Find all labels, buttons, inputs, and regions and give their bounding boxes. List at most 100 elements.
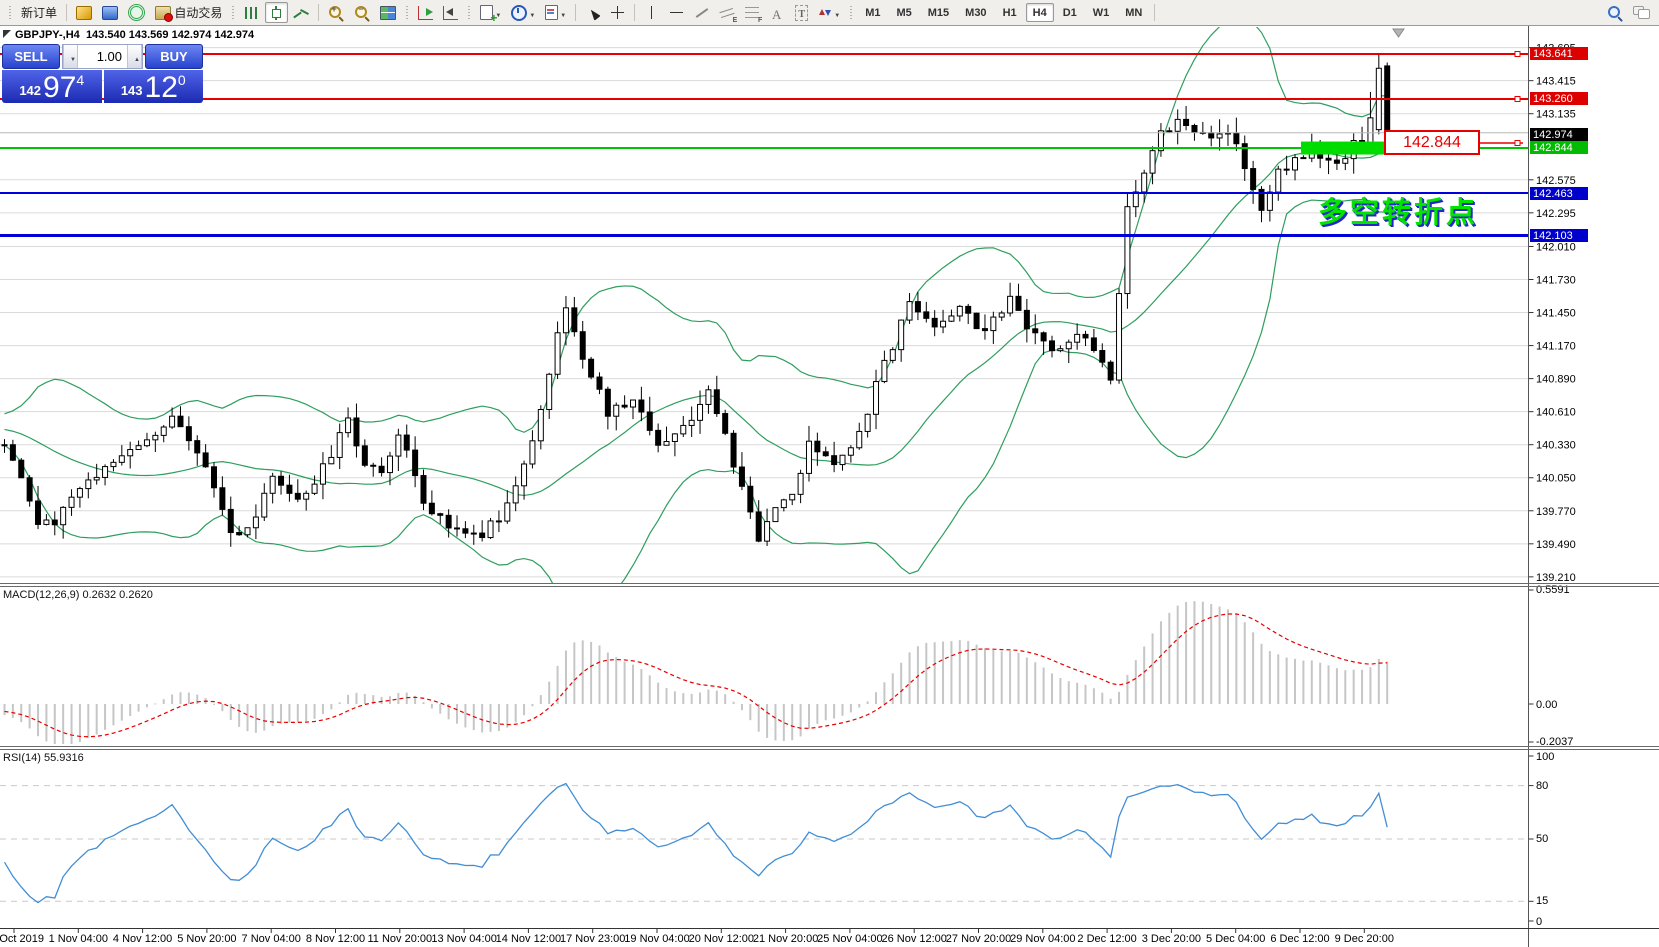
price-tag-resistance-1: 143.641 — [1530, 47, 1588, 60]
new-order-button[interactable]: 新订单 — [17, 2, 61, 23]
timeframe-m15-button[interactable]: M15 — [921, 3, 956, 22]
bb-upper-band — [4, 27, 1388, 433]
toolbar-separator — [575, 4, 577, 21]
time-axis-label: 29 Nov 04:00 — [1010, 933, 1075, 945]
timeframe-mn-button[interactable]: MN — [1118, 3, 1149, 22]
arrows-button[interactable] — [815, 2, 844, 23]
bb-lower-band — [4, 198, 1388, 584]
toolbar-grip — [8, 4, 12, 21]
chart-shift-marker — [1392, 28, 1405, 38]
autoscroll-button[interactable] — [414, 2, 437, 23]
macd-indicator — [3, 601, 1389, 744]
svg-text:100: 100 — [1536, 751, 1554, 763]
candles — [1, 54, 1391, 547]
toolbar-grip — [849, 4, 854, 21]
one-click-collapse-arrow[interactable] — [3, 30, 11, 38]
line-chart-button[interactable] — [290, 2, 313, 23]
rsi-indicator — [0, 782, 1528, 904]
chart-shift-button[interactable] — [439, 2, 462, 23]
timeframe-m1-button[interactable]: M1 — [858, 3, 887, 22]
bollinger-bands — [4, 27, 1388, 584]
svg-text:139.490: 139.490 — [1536, 539, 1576, 551]
time-axis: 30 Oct 2019 1 Nov 04:00 4 Nov 12:00 5 Nov 2… — [0, 928, 1394, 945]
price-tag-resistance-2: 143.260 — [1530, 92, 1588, 105]
cursor-button[interactable] — [581, 2, 604, 23]
svg-text:141.450: 141.450 — [1536, 308, 1576, 320]
bid-price[interactable]: 142 97 4 — [2, 70, 102, 103]
terminal-button[interactable] — [98, 2, 122, 23]
horizontal-line-button[interactable] — [665, 2, 688, 23]
level-lines — [0, 28, 1528, 237]
timeframe-w1-button[interactable]: W1 — [1086, 3, 1117, 22]
signal-icon — [128, 4, 146, 21]
time-axis-label: 19 Nov 04:00 — [624, 933, 689, 945]
time-axis-label: 4 Nov 12:00 — [113, 933, 172, 945]
time-axis-label: 26 Nov 12:00 — [881, 933, 946, 945]
price-tag-current-price: 142.974 — [1530, 128, 1588, 141]
tile-windows-button[interactable] — [376, 2, 400, 23]
buy-button[interactable]: BUY — [145, 44, 203, 69]
trendline-button[interactable] — [690, 2, 713, 23]
crosshair-button[interactable] — [606, 2, 629, 23]
channel-icon — [718, 5, 735, 21]
sell-button[interactable]: SELL — [2, 44, 60, 69]
text-button[interactable] — [765, 2, 788, 23]
toolbar-separator — [634, 4, 636, 21]
text-label-button[interactable] — [790, 2, 813, 23]
chat-bubbles-icon — [1633, 6, 1650, 19]
time-axis-label: 1 Nov 04:00 — [49, 933, 108, 945]
history-center-button[interactable] — [72, 2, 96, 23]
arrows-icon — [819, 6, 832, 19]
toolbar-grip — [467, 4, 472, 21]
monitor-icon — [102, 5, 119, 20]
svg-text:142.295: 142.295 — [1536, 208, 1576, 220]
time-axis-label: 6 Dec 12:00 — [1270, 933, 1329, 945]
vertical-line-button[interactable] — [640, 2, 663, 23]
volume-input[interactable] — [78, 45, 127, 68]
svg-text:50: 50 — [1536, 833, 1548, 845]
zoom-in-button[interactable] — [324, 2, 348, 23]
volume-control — [62, 44, 143, 69]
templates-button[interactable] — [541, 2, 570, 23]
turning-point-annotation: 多空转折点 — [1318, 197, 1479, 229]
fibonacci-button[interactable] — [740, 2, 763, 24]
ask-price[interactable]: 143 12 0 — [103, 70, 203, 103]
indicators-button[interactable] — [476, 2, 505, 25]
timeframe-h1-button[interactable]: H1 — [996, 3, 1024, 22]
search-button[interactable] — [1603, 2, 1627, 23]
autoscroll-icon — [418, 5, 434, 20]
timeframe-d1-button[interactable]: D1 — [1056, 3, 1084, 22]
price-tag-support-2: 142.103 — [1530, 229, 1588, 242]
svg-text:139.770: 139.770 — [1536, 506, 1576, 518]
bar-chart-button[interactable] — [240, 2, 263, 23]
chevron-down-icon — [560, 6, 566, 20]
svg-text:141.170: 141.170 — [1536, 341, 1576, 353]
time-axis-label: 14 Nov 12:00 — [496, 933, 561, 945]
magnifier-minus-icon — [354, 5, 370, 20]
equidistant-channel-button[interactable] — [715, 2, 738, 24]
timeframe-h4-button[interactable]: H4 — [1025, 3, 1054, 22]
svg-text:0.00: 0.00 — [1536, 699, 1557, 711]
feedback-button[interactable] — [1629, 2, 1654, 23]
timeframe-m30-button[interactable]: M30 — [958, 3, 993, 22]
periods-button[interactable] — [507, 2, 539, 23]
timeframe-m5-button[interactable]: M5 — [889, 3, 918, 22]
candlestick-chart-button[interactable] — [265, 2, 289, 23]
volume-decrease-button[interactable] — [63, 45, 78, 68]
vertical-line-icon — [651, 6, 653, 19]
signals-button[interactable] — [124, 2, 149, 23]
zoom-out-button[interactable] — [350, 2, 374, 23]
chart-shift-icon — [443, 5, 459, 20]
svg-text:142.575: 142.575 — [1536, 175, 1576, 187]
time-axis-label: 11 Nov 20:00 — [367, 933, 432, 945]
bid-big-figure: 142 — [19, 83, 42, 98]
svg-text:139.210: 139.210 — [1536, 572, 1576, 584]
autotrading-button[interactable]: 自动交易 — [151, 2, 226, 23]
indicator-list-icon — [480, 5, 497, 25]
volume-increase-button[interactable] — [127, 45, 142, 68]
price-axis: 143.695143.415143.135142.575142.295142.0… — [1528, 43, 1576, 928]
pivot-price-box[interactable]: 142.844 — [1384, 130, 1480, 155]
bb-middle-band — [4, 150, 1388, 497]
